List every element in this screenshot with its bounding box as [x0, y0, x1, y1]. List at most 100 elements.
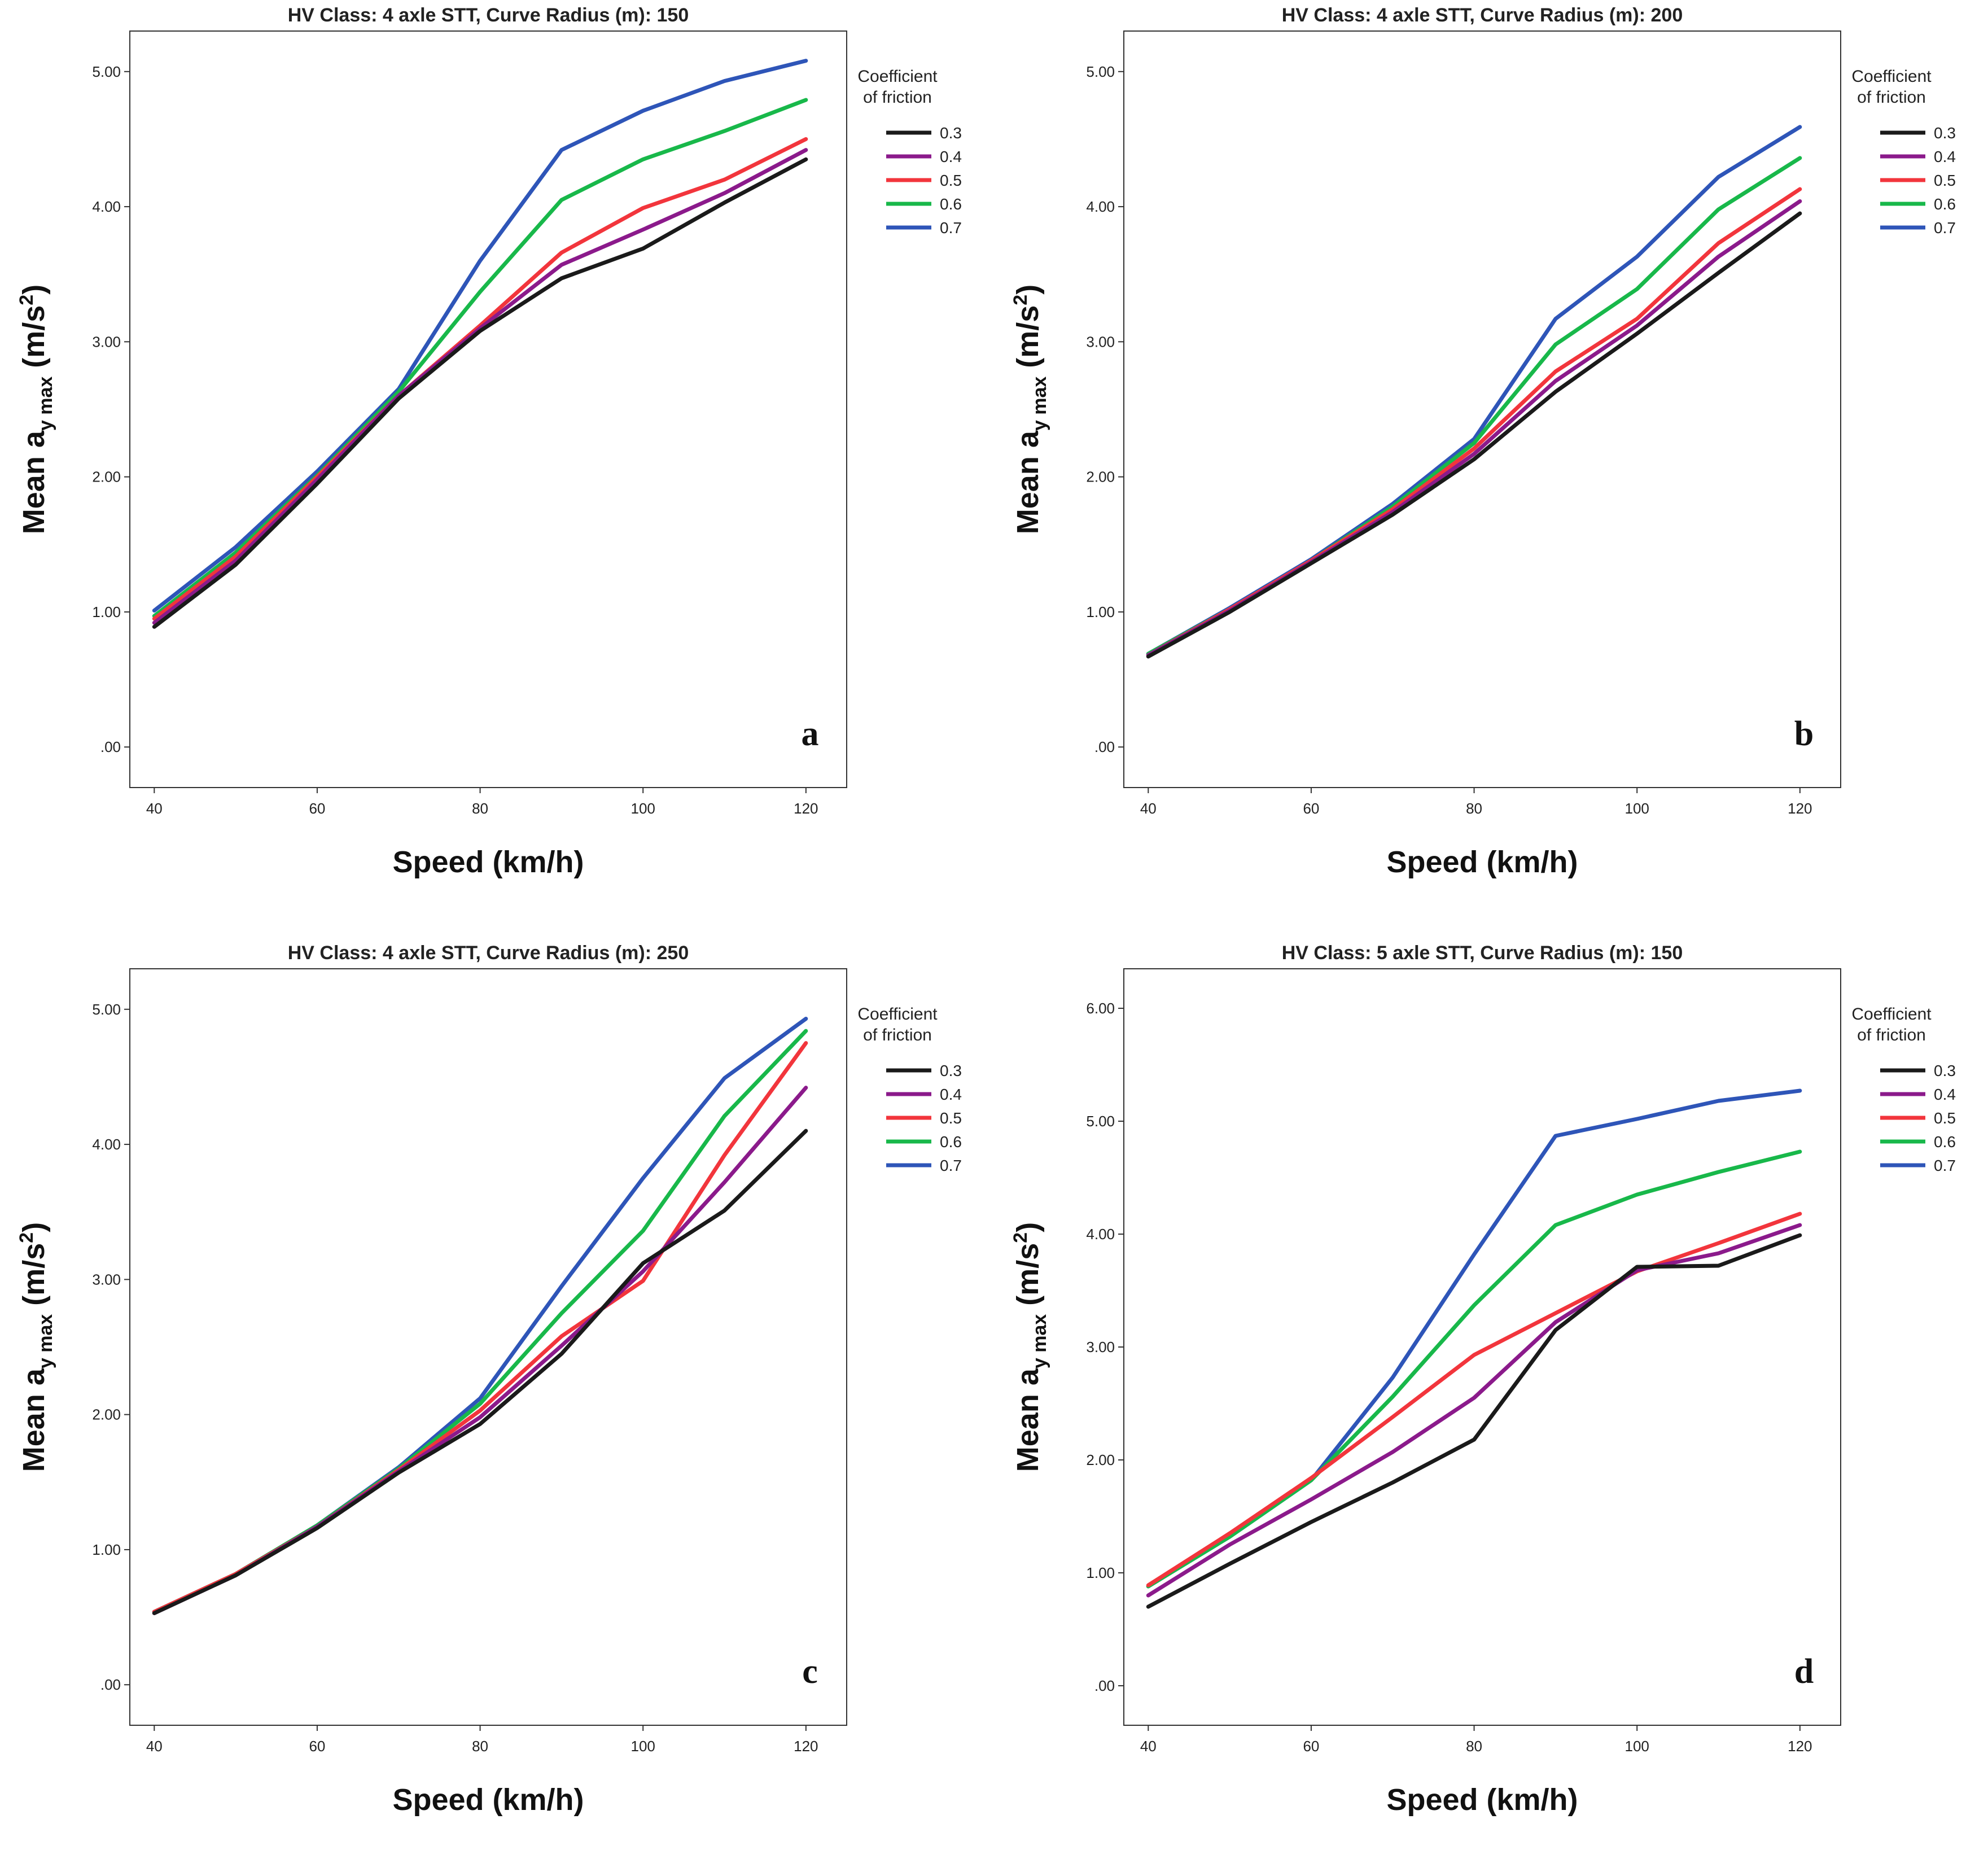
series-line-0-5 — [152, 137, 808, 621]
x-tick-label: 120 — [794, 1738, 818, 1755]
legend-label-0-3: 0.3 — [940, 124, 962, 142]
x-axis-label: Speed (km/h) — [1386, 845, 1578, 879]
chart-title: HV Class: 4 axle STT, Curve Radius (m): … — [1282, 5, 1683, 26]
legend-label-0-6: 0.6 — [1934, 1133, 1956, 1151]
x-tick-label: 60 — [309, 1738, 325, 1755]
x-tick-label: 120 — [1788, 1738, 1812, 1755]
x-tick-label: 40 — [146, 1738, 163, 1755]
x-axis-label: Speed (km/h) — [1386, 1783, 1578, 1817]
x-tick-label: 40 — [1140, 1738, 1157, 1755]
chart-panel-a: HV Class: 4 axle STT, Curve Radius (m): … — [0, 0, 994, 938]
x-tick-label: 40 — [146, 800, 163, 817]
legend-title-line2: of friction — [863, 88, 932, 107]
y-tick-label: 2.00 — [92, 1406, 121, 1423]
y-tick-label: 2.00 — [1086, 1451, 1115, 1468]
y-tick-label: 4.00 — [92, 1136, 121, 1153]
x-tick-label: 80 — [472, 800, 488, 817]
plot-frame — [1123, 968, 1841, 1726]
series-line-0-5 — [1146, 187, 1802, 657]
legend-label-0-4: 0.4 — [940, 148, 962, 165]
line-chart-c: HV Class: 4 axle STT, Curve Radius (m): … — [16, 942, 962, 1817]
panel-letter: b — [1794, 715, 1814, 753]
legend-label-0-5: 0.5 — [940, 1109, 962, 1127]
y-tick-label: 5.00 — [92, 1001, 121, 1018]
x-tick-label: 100 — [631, 1738, 655, 1755]
series-line-0-4 — [1146, 1223, 1802, 1598]
y-tick-label: 1.00 — [92, 604, 121, 620]
x-tick-label: 60 — [1303, 800, 1319, 817]
panel-letter: a — [802, 715, 819, 753]
legend-label-0-6: 0.6 — [1934, 195, 1956, 213]
y-axis-label: Mean ay max (m/s2) — [16, 1222, 56, 1472]
y-axis-label: Mean ay max (m/s2) — [1010, 1222, 1050, 1472]
y-tick-label: 3.00 — [1086, 333, 1115, 350]
legend-title-line2: of friction — [863, 1026, 932, 1044]
series-line-0-4 — [152, 1086, 808, 1615]
y-axis-label: Mean ay max (m/s2) — [1010, 285, 1050, 534]
legend-title-line1: Coefficient — [1851, 1005, 1932, 1024]
series-line-0-3 — [152, 157, 808, 629]
x-tick-label: 100 — [1625, 800, 1649, 817]
series-line-0-5 — [1146, 1212, 1802, 1588]
x-tick-label: 100 — [1625, 1738, 1649, 1755]
y-tick-label: 4.00 — [92, 198, 121, 215]
legend-title-line1: Coefficient — [857, 67, 938, 86]
line-chart-b: HV Class: 4 axle STT, Curve Radius (m): … — [1010, 5, 1956, 879]
series-line-0-7 — [152, 59, 808, 613]
series-line-0-3 — [152, 1129, 808, 1615]
legend-label-0-7: 0.7 — [1934, 1157, 1956, 1174]
legend-label-0-3: 0.3 — [940, 1062, 962, 1079]
legend-label-0-4: 0.4 — [1934, 1086, 1956, 1103]
y-tick-label: .00 — [1094, 738, 1115, 755]
y-tick-label: 5.00 — [1086, 63, 1115, 80]
y-tick-label: 2.00 — [1086, 469, 1115, 486]
legend-label-0-6: 0.6 — [940, 1133, 962, 1151]
y-axis-label: Mean ay max (m/s2) — [16, 285, 56, 534]
chart-title: HV Class: 4 axle STT, Curve Radius (m): … — [288, 5, 689, 26]
y-tick-label: 1.00 — [1086, 1564, 1115, 1581]
y-tick-label: 5.00 — [92, 63, 121, 80]
series-line-0-7 — [1146, 125, 1802, 656]
plot-frame — [1123, 30, 1841, 788]
x-tick-label: 120 — [1788, 800, 1812, 817]
legend-title-line1: Coefficient — [1851, 67, 1932, 86]
legend-title-line2: of friction — [1857, 1026, 1926, 1044]
y-tick-label: .00 — [100, 1676, 121, 1693]
series-line-0-5 — [152, 1041, 808, 1614]
series-line-0-3 — [1146, 1233, 1802, 1609]
y-tick-label: 3.00 — [92, 333, 121, 350]
chart-panel-c: HV Class: 4 axle STT, Curve Radius (m): … — [0, 938, 994, 1875]
y-tick-label: 1.00 — [92, 1541, 121, 1558]
legend-label-0-7: 0.7 — [940, 1157, 962, 1174]
series-line-0-4 — [152, 148, 808, 625]
y-tick-label: 4.00 — [1086, 1226, 1115, 1243]
y-tick-label: 3.00 — [92, 1271, 121, 1288]
legend-label-0-5: 0.5 — [1934, 1109, 1956, 1127]
x-tick-label: 40 — [1140, 800, 1157, 817]
x-axis-label: Speed (km/h) — [392, 845, 584, 879]
y-tick-label: 3.00 — [1086, 1339, 1115, 1355]
series-line-0-4 — [1146, 199, 1802, 657]
y-tick-label: 4.00 — [1086, 198, 1115, 215]
panel-letter: c — [802, 1652, 818, 1691]
x-tick-label: 80 — [1466, 800, 1482, 817]
legend-label-0-5: 0.5 — [940, 172, 962, 189]
legend-label-0-6: 0.6 — [940, 195, 962, 213]
x-tick-label: 100 — [631, 800, 655, 817]
panel-letter: d — [1794, 1652, 1814, 1691]
chart-panel-b: HV Class: 4 axle STT, Curve Radius (m): … — [994, 0, 1988, 938]
series-line-0-6 — [152, 98, 808, 618]
series-line-0-6 — [152, 1029, 808, 1614]
line-chart-a: HV Class: 4 axle STT, Curve Radius (m): … — [16, 5, 962, 879]
chart-title: HV Class: 5 axle STT, Curve Radius (m): … — [1282, 942, 1683, 964]
series-line-0-7 — [152, 1017, 808, 1614]
plot-frame — [129, 968, 847, 1726]
y-tick-label: 1.00 — [1086, 604, 1115, 620]
x-tick-label: 80 — [1466, 1738, 1482, 1755]
x-axis-label: Speed (km/h) — [392, 1783, 584, 1817]
plot-frame — [129, 30, 847, 788]
legend-label-0-7: 0.7 — [1934, 219, 1956, 237]
legend-label-0-4: 0.4 — [940, 1086, 962, 1103]
legend-label-0-5: 0.5 — [1934, 172, 1956, 189]
y-tick-label: .00 — [100, 738, 121, 755]
